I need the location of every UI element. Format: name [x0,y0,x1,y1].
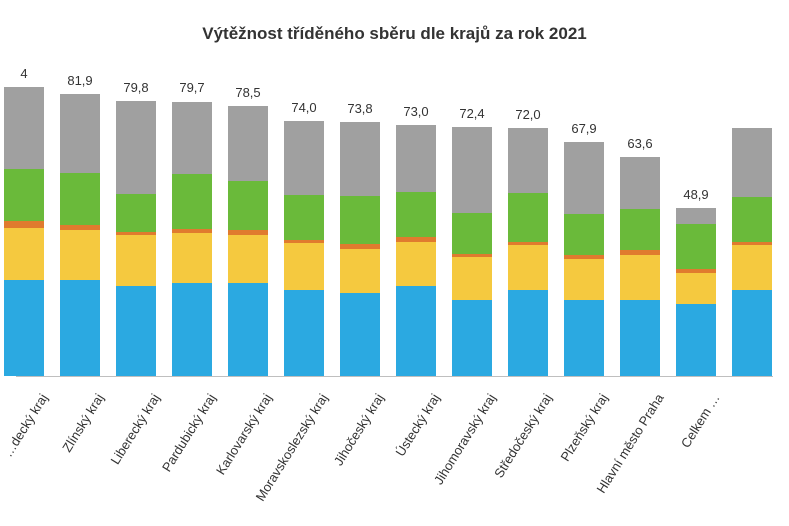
bar [228,106,268,376]
bar-segment-gray [4,87,44,170]
bar-segment-yellow [732,245,772,290]
bar [284,121,324,376]
bar-segment-green [452,213,492,254]
bar-segment-blue [508,290,548,376]
bar-segment-green [620,209,660,250]
bar-segment-gray [284,121,324,195]
bar-segment-gray [228,106,268,182]
bar-segment-yellow [116,235,156,287]
bar-segment-blue [452,300,492,376]
bar-segment-green [676,224,716,269]
bar-segment-gray [60,94,100,173]
chart-container: Výtěžnost tříděného sběru dle krajů za r… [0,0,789,526]
bar [116,101,156,376]
bar-segment-blue [228,283,268,376]
bar-segment-green [60,173,100,225]
x-axis-label: Jihomoravský kraj [431,391,499,487]
plot-area: 481,979,879,778,574,073,873,072,472,067,… [16,66,773,377]
bar-segment-yellow [60,230,100,280]
bar-segment-green [508,193,548,241]
bar-segment-gray [564,142,604,214]
bar-segment-green [284,195,324,240]
bar-segment-gray [732,128,772,197]
bar-segment-yellow [228,235,268,283]
bar-segment-gray [172,102,212,174]
x-axis-label: Celkem … [678,391,723,450]
bar-segment-yellow [508,245,548,290]
bar-segment-blue [396,286,436,376]
x-axis-label: …decký kraj [0,391,51,460]
x-axis-label: Jihočeský kraj [331,391,387,468]
bar [620,157,660,376]
chart-title: Výtěžnost tříděného sběru dle krajů za r… [10,24,779,44]
x-axis-label: Ústecký kraj [392,391,442,459]
bar [4,87,44,376]
bar-value-label: 48,9 [656,187,736,202]
bar [60,94,100,376]
bar-segment-yellow [284,243,324,290]
bar [508,128,548,376]
x-axis-label: Karlovarský kraj [213,391,275,477]
bar-segment-orange [4,221,44,228]
bar-segment-yellow [452,257,492,300]
x-axis-label: Liberecký kraj [107,391,162,467]
bar-segment-blue [4,280,44,376]
bar-segment-blue [284,290,324,376]
bar-segment-blue [620,300,660,376]
bar-segment-yellow [676,273,716,304]
bar [452,127,492,376]
bar-value-label: 78,5 [208,85,288,100]
bar-segment-yellow [172,233,212,283]
bar-segment-gray [396,125,436,192]
bar-segment-blue [172,283,212,376]
bar-segment-gray [508,128,548,193]
bar-segment-yellow [4,228,44,280]
bar-segment-green [172,174,212,229]
bar-value-label: 72,0 [488,107,568,122]
bar-segment-yellow [620,255,660,300]
bar-segment-blue [564,300,604,376]
bar-segment-green [396,192,436,237]
bar-segment-yellow [340,249,380,294]
bar-segment-blue [60,280,100,376]
bar-segment-gray [676,208,716,225]
bar-segment-blue [340,293,380,376]
bar [172,102,212,377]
bar [564,142,604,376]
bar-segment-gray [452,127,492,213]
bar [732,128,772,376]
bar-segment-gray [340,122,380,196]
x-axis-labels: …decký krajZlínský krajLiberecký krajPar… [16,377,773,526]
x-axis-label: Středočeský kraj [491,391,555,480]
bar-segment-green [732,197,772,242]
bar-segment-yellow [396,242,436,287]
bar [340,122,380,376]
bar-segment-blue [732,290,772,376]
bar [396,125,436,376]
x-axis-label: Pardubický kraj [159,391,219,474]
bar-segment-gray [116,101,156,194]
bar-value-label: 63,6 [600,136,680,151]
bar-segment-green [116,194,156,232]
bar [676,208,716,376]
bar-value-label: 67,9 [544,121,624,136]
bar-segment-green [228,181,268,229]
x-axis-label: Plzeňský kraj [557,391,610,464]
bar-segment-gray [620,157,660,209]
bar-segment-green [340,196,380,244]
bar-segment-green [564,214,604,255]
bar-segment-yellow [564,259,604,300]
bar-segment-blue [116,286,156,376]
x-axis-label: Zlínský kraj [59,391,107,455]
bar-segment-blue [676,304,716,376]
bar-segment-green [4,169,44,221]
